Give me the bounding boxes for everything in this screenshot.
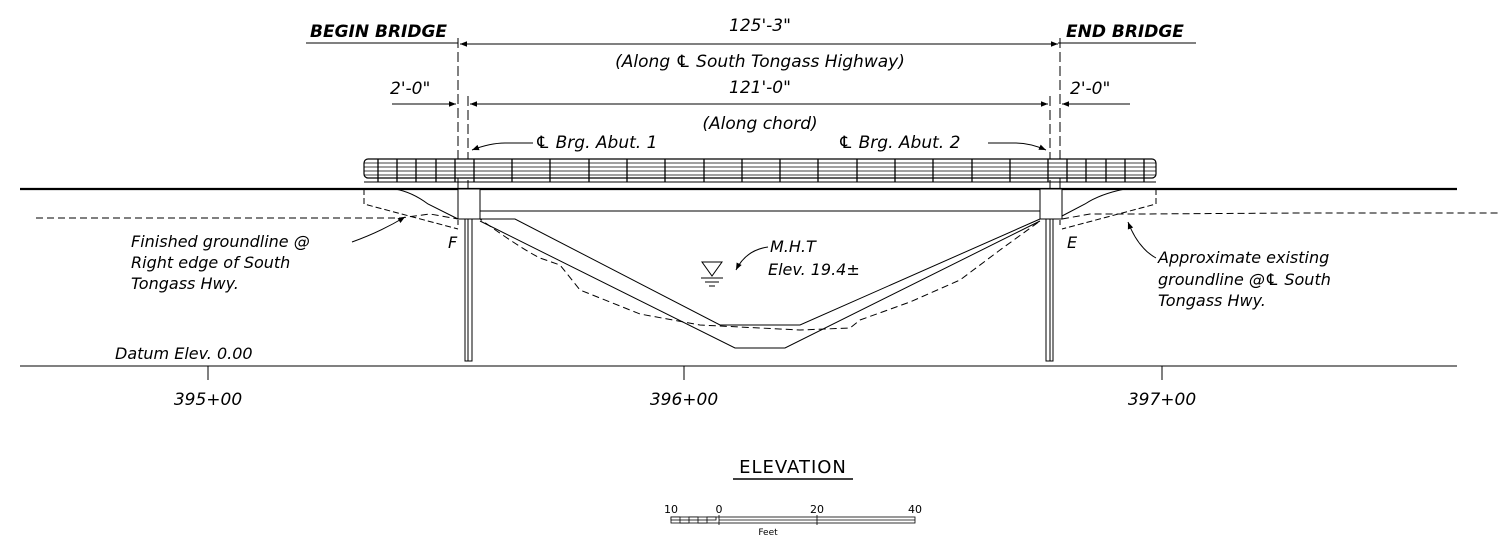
existing-groundline-note-3: Tongass Hwy. <box>1158 291 1266 310</box>
finished-groundline-note-1: Finished groundline @ <box>131 232 310 251</box>
elevation-title: ELEVATION <box>739 457 847 478</box>
station-label-397: 397+00 <box>1128 390 1196 410</box>
abutment-e-label: E <box>1067 233 1078 252</box>
abutment-1 <box>457 188 481 362</box>
bridge-rail <box>363 158 1157 182</box>
chord-note-text: (Along chord) <box>702 114 817 134</box>
existing-groundline-note-2: groundline @℄ South <box>1158 270 1331 289</box>
bridge-superstructure <box>364 181 1156 219</box>
brg-abut-1-leader <box>471 142 533 151</box>
abutment-f-label: F <box>448 233 458 252</box>
finished-groundline-right <box>1061 188 1156 217</box>
end-bridge-label: END BRIDGE <box>1066 22 1184 42</box>
left-offset-text: 2'-0" <box>390 79 430 99</box>
scale-tick-40: 40 <box>908 503 922 516</box>
finished-groundline-left <box>364 188 459 220</box>
mht-label: M.H.T <box>770 237 817 256</box>
station-label-396: 396+00 <box>650 390 718 410</box>
overall-note-text: (Along ℄ South Tongass Highway) <box>615 52 905 72</box>
finished-channel <box>479 218 1041 349</box>
water-level-icon <box>701 261 723 287</box>
existing-groundline-note-1: Approximate existing <box>1157 248 1329 267</box>
scale-bar <box>670 515 916 525</box>
abutment-2 <box>1039 188 1063 362</box>
scale-unit: Feet <box>758 528 778 538</box>
finished-groundline-leader <box>351 216 406 243</box>
right-offset-text: 2'-0" <box>1070 79 1110 99</box>
brg-abut-2-leader <box>988 142 1047 151</box>
overall-length-text: 125'-3" <box>729 16 791 36</box>
chord-length-text: 121'-0" <box>729 78 791 98</box>
scale-tick-20: 20 <box>810 503 824 516</box>
left-wingwall-outline <box>363 189 459 230</box>
brg-abut-1-label: ℄ Brg. Abut. 1 <box>535 133 657 153</box>
begin-bridge-label: BEGIN BRIDGE <box>310 22 447 42</box>
existing-groundline-leader <box>1127 221 1157 259</box>
mht-elevation: Elev. 19.4± <box>768 260 860 279</box>
station-label-395: 395+00 <box>174 390 242 410</box>
brg-abut-2-label: ℄ Brg. Abut. 2 <box>838 133 960 153</box>
finished-groundline-note-3: Tongass Hwy. <box>131 274 239 293</box>
scale-tick-10: 10 <box>664 503 678 516</box>
mht-leader <box>735 246 769 271</box>
right-wingwall-outline <box>1061 189 1157 230</box>
existing-groundline <box>36 212 1501 331</box>
scale-tick-0: 0 <box>716 503 723 516</box>
finished-groundline-note-2: Right edge of South <box>131 253 290 272</box>
datum-label: Datum Elev. 0.00 <box>115 344 253 363</box>
